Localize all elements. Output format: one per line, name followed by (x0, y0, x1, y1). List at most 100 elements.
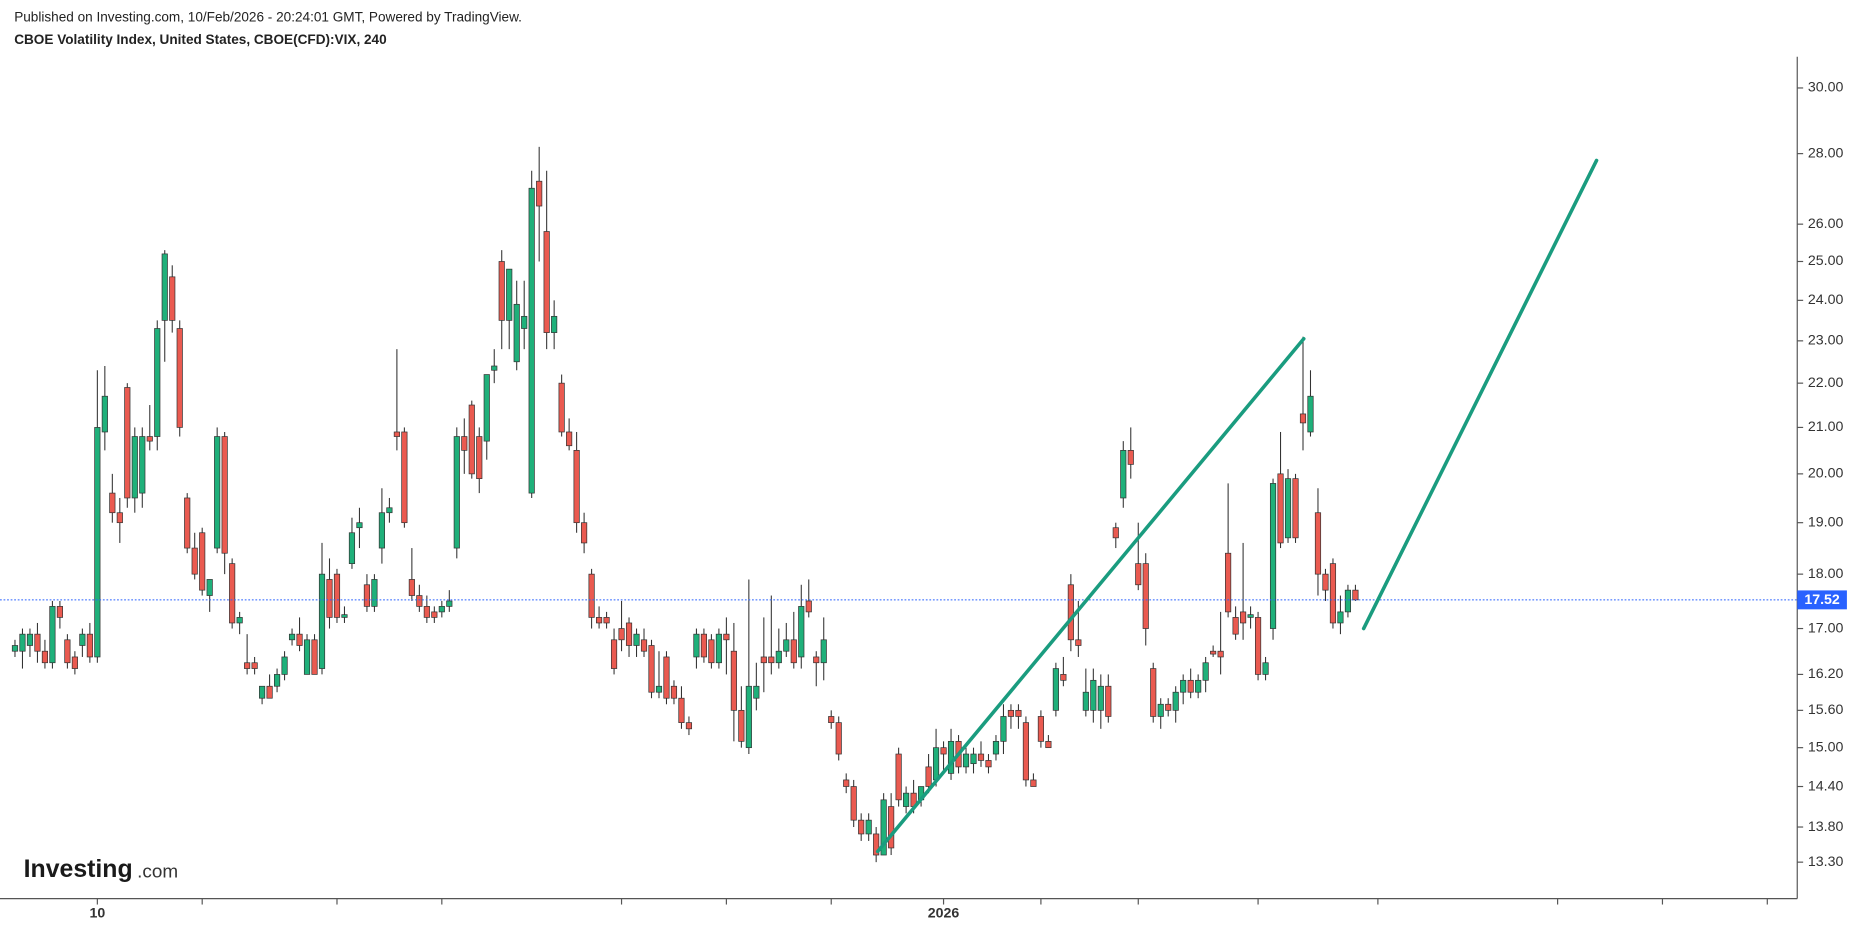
candle-body (648, 645, 655, 693)
candle-body (1105, 685, 1112, 717)
candle-body (318, 573, 326, 669)
candle-body (341, 614, 348, 618)
candle-body (536, 180, 543, 207)
candle-body (476, 436, 483, 479)
candle-body (610, 639, 618, 669)
candle-body (71, 656, 78, 669)
y-tick-label: 26.00 (1808, 216, 1844, 232)
y-tick-label: 30.00 (1808, 80, 1844, 96)
candle-body (1337, 611, 1344, 624)
candle-body (236, 617, 243, 624)
trend-line (1361, 158, 1599, 631)
candle-body (730, 650, 737, 711)
candle-body (506, 268, 513, 321)
candle-body (288, 633, 296, 641)
x-tick-label: 2026 (928, 906, 960, 922)
candle-body (1352, 589, 1359, 601)
candle-body (715, 633, 722, 664)
candle-body (1277, 473, 1284, 544)
candle-body (670, 685, 678, 699)
candle-body (1262, 662, 1269, 675)
candle-body (895, 753, 902, 801)
candle-body (468, 404, 475, 475)
candle-body (798, 606, 805, 658)
candle-body (1329, 563, 1337, 624)
candle-body (1217, 650, 1224, 658)
candle-body (1090, 679, 1097, 711)
candle-body (161, 253, 168, 321)
candle-body (528, 187, 535, 494)
candle-body (1247, 614, 1254, 618)
candle-body (1172, 691, 1179, 711)
candle-body (1112, 527, 1119, 539)
candle-body (962, 753, 970, 768)
candle-body (26, 633, 34, 646)
candle-body (685, 722, 693, 730)
candle-body (850, 786, 857, 821)
candle-body (1142, 563, 1149, 629)
candle-body (333, 573, 341, 618)
candle-body (618, 628, 625, 641)
candle-body (865, 819, 872, 835)
y-tick-label: 14.40 (1808, 778, 1844, 794)
candle-body (1082, 691, 1089, 711)
candle-body (940, 747, 947, 755)
candle-body (813, 656, 820, 664)
y-tick-label: 28.00 (1808, 145, 1844, 161)
candle-body (655, 685, 663, 693)
y-tick-label: 15.60 (1808, 702, 1844, 718)
y-tick-label: 18.00 (1808, 566, 1844, 582)
candle-body (1195, 679, 1202, 693)
candle-body (588, 573, 595, 618)
candle-body (176, 328, 183, 428)
candle-body (371, 579, 378, 607)
candle-body (169, 276, 176, 321)
candle-body (760, 656, 767, 664)
y-tick-label: 16.20 (1808, 666, 1844, 682)
candle-body (1165, 703, 1172, 711)
candle-body (251, 662, 258, 669)
candle-body (363, 584, 371, 607)
candle-body (491, 365, 498, 371)
candle-body (154, 328, 161, 437)
x-tick-label: 10 (89, 906, 105, 922)
y-tick-label: 25.00 (1808, 253, 1844, 269)
candle-body (1314, 512, 1322, 575)
candle-body (1299, 413, 1307, 424)
candle-body (401, 431, 408, 524)
y-tick-label: 13.80 (1808, 819, 1844, 835)
candle-body (513, 303, 520, 363)
candle-body (438, 606, 445, 613)
candle-body (453, 436, 460, 549)
candle-body (408, 579, 415, 596)
candle-body (543, 231, 550, 333)
candle-body (311, 639, 318, 675)
candle-body (266, 685, 273, 699)
y-tick-label: 13.30 (1808, 854, 1844, 870)
candle-body (244, 662, 251, 669)
candle-body (11, 645, 19, 652)
y-tick-label: 20.00 (1808, 466, 1844, 482)
candle-body (700, 633, 707, 658)
candle-body (820, 639, 827, 664)
candle-body (551, 315, 558, 333)
candle-body (79, 633, 86, 646)
candle-body (378, 512, 385, 549)
candle-body (281, 656, 288, 675)
y-tick-label: 24.00 (1808, 292, 1844, 308)
candle-body (992, 740, 1000, 755)
candle-body (1015, 709, 1022, 717)
last-price-tag (1797, 590, 1847, 610)
candle-body (1232, 617, 1239, 635)
candle-body (191, 547, 198, 575)
candle-body (753, 685, 760, 699)
candle-body (581, 522, 588, 544)
candle-body (1127, 450, 1134, 465)
candle-body (461, 436, 468, 451)
candle-body (1067, 584, 1074, 641)
candle-body (483, 374, 490, 442)
candle-body (1075, 639, 1082, 646)
candle-body (348, 532, 356, 564)
